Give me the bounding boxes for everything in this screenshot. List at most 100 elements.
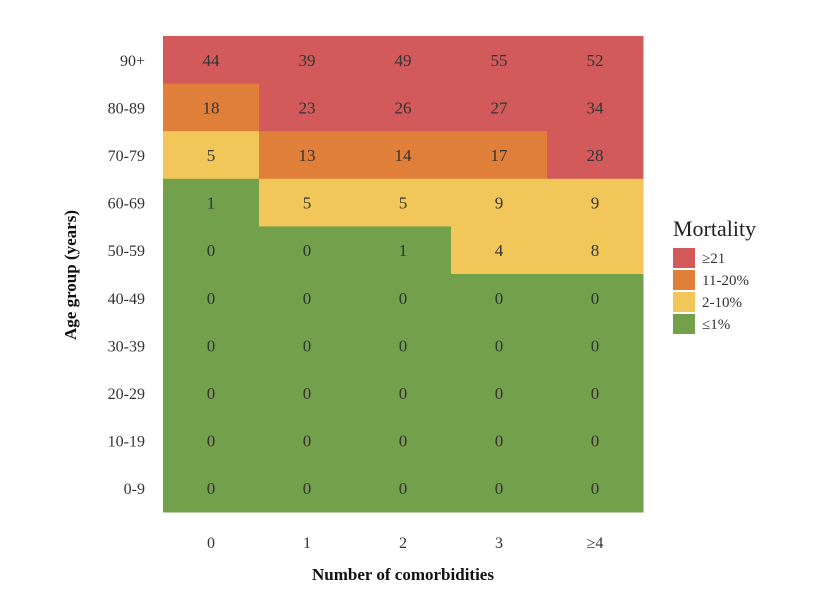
heatmap-cell — [547, 416, 644, 465]
heatmap-cell — [547, 131, 644, 180]
cell-value-label: 0 — [495, 289, 504, 308]
cell-value-label: 0 — [399, 432, 408, 451]
x-axis-ticks: 0 1 2 3 ≥4 — [207, 535, 603, 552]
cell-value-label: 0 — [207, 289, 216, 308]
legend-item-label: ≤1% — [702, 317, 730, 333]
heatmap-cell — [451, 131, 548, 180]
heatmap-cell — [259, 36, 356, 85]
heatmap-cell — [355, 178, 452, 227]
heatmap-cell — [355, 416, 452, 465]
heatmap-cells — [163, 36, 644, 513]
cell-value-label: 0 — [399, 289, 408, 308]
cell-value-label: 18 — [203, 98, 220, 117]
cell-value-label: 0 — [591, 384, 600, 403]
x-tick-label: ≥4 — [587, 535, 604, 552]
heatmap-cell — [547, 321, 644, 370]
cell-value-label: 0 — [207, 432, 216, 451]
cell-value-label: 0 — [303, 479, 312, 498]
cell-value-label: 0 — [591, 432, 600, 451]
legend-swatch — [673, 270, 695, 290]
heatmap-cell — [259, 274, 356, 323]
heatmap-cell — [259, 178, 356, 227]
heatmap-cell — [259, 131, 356, 180]
heatmap-cell — [259, 416, 356, 465]
heatmap-cell — [259, 83, 356, 132]
heatmap-cell — [355, 274, 452, 323]
heatmap-cell — [163, 321, 260, 370]
cell-value-label: 0 — [303, 289, 312, 308]
heatmap-cell — [451, 274, 548, 323]
cell-value-label: 23 — [299, 98, 316, 117]
y-axis-title: Age group (years) — [61, 210, 80, 340]
cell-value-label: 0 — [495, 384, 504, 403]
cell-value-label: 8 — [591, 241, 600, 260]
cell-value-label: 0 — [207, 241, 216, 260]
legend-swatch — [673, 292, 695, 312]
heatmap-cell — [163, 178, 260, 227]
cell-value-label: 28 — [587, 146, 604, 165]
heatmap-cell — [163, 226, 260, 275]
cell-value-label: 0 — [303, 384, 312, 403]
heatmap-cell — [355, 464, 452, 513]
cell-value-label: 0 — [303, 241, 312, 260]
cell-value-label: 5 — [399, 194, 408, 213]
cell-value-label: 26 — [395, 98, 412, 117]
cell-value-label: 1 — [399, 241, 408, 260]
cell-value-label: 0 — [495, 336, 504, 355]
heatmap-cell — [547, 83, 644, 132]
y-tick-label: 0-9 — [124, 481, 145, 498]
heatmap-cell — [259, 369, 356, 418]
heatmap-cell — [547, 36, 644, 85]
cell-value-label: 49 — [395, 51, 412, 70]
heatmap-cell — [547, 369, 644, 418]
cell-value-label: 14 — [395, 146, 413, 165]
cell-value-label: 4 — [495, 241, 504, 260]
heatmap-cell — [163, 83, 260, 132]
heatmap-cell — [163, 131, 260, 180]
cell-value-label: 0 — [399, 479, 408, 498]
cell-value-label: 52 — [587, 51, 604, 70]
heatmap-cell — [451, 321, 548, 370]
heatmap-cell — [451, 178, 548, 227]
cell-value-label: 34 — [587, 98, 605, 117]
cell-value-label: 13 — [299, 146, 316, 165]
legend-swatch — [673, 314, 695, 334]
heatmap-cell — [451, 416, 548, 465]
cell-value-label: 0 — [207, 479, 216, 498]
cell-value-label: 1 — [207, 194, 216, 213]
cell-value-label: 0 — [495, 432, 504, 451]
cell-value-label: 44 — [203, 51, 221, 70]
y-axis-ticks: 90+ 80-89 70-79 60-69 50-59 40-49 30-39 20-29 10… — [108, 53, 145, 498]
heatmap-cell — [163, 36, 260, 85]
x-tick-label: 2 — [399, 535, 407, 552]
cell-value-label: 0 — [495, 479, 504, 498]
heatmap-cell — [259, 464, 356, 513]
x-tick-label: 3 — [495, 535, 503, 552]
x-tick-label: 1 — [303, 535, 311, 552]
y-tick-label: 50-59 — [108, 243, 145, 260]
cell-value-label: 5 — [303, 194, 312, 213]
cell-value-label: 55 — [491, 51, 508, 70]
y-tick-label: 90+ — [120, 53, 145, 70]
heatmap-cell — [259, 226, 356, 275]
x-tick-label: 0 — [207, 535, 215, 552]
y-tick-label: 70-79 — [108, 148, 145, 165]
y-tick-label: 10-19 — [108, 434, 145, 451]
heatmap-cell — [259, 321, 356, 370]
cell-value-label: 5 — [207, 146, 216, 165]
heatmap-cell — [355, 226, 452, 275]
heatmap-cell — [547, 274, 644, 323]
cell-value-label: 0 — [591, 336, 600, 355]
cell-value-label: 0 — [399, 336, 408, 355]
heatmap-cell — [355, 83, 452, 132]
cell-value-label: 0 — [303, 432, 312, 451]
legend: Mortality ≥21 11-20% 2-10% ≤1% — [673, 216, 756, 334]
y-tick-label: 40-49 — [108, 291, 145, 308]
cell-value-label: 17 — [491, 146, 509, 165]
cell-value-label: 0 — [591, 289, 600, 308]
heatmap-cell — [355, 369, 452, 418]
y-tick-label: 60-69 — [108, 196, 145, 213]
cell-value-label: 39 — [299, 51, 316, 70]
